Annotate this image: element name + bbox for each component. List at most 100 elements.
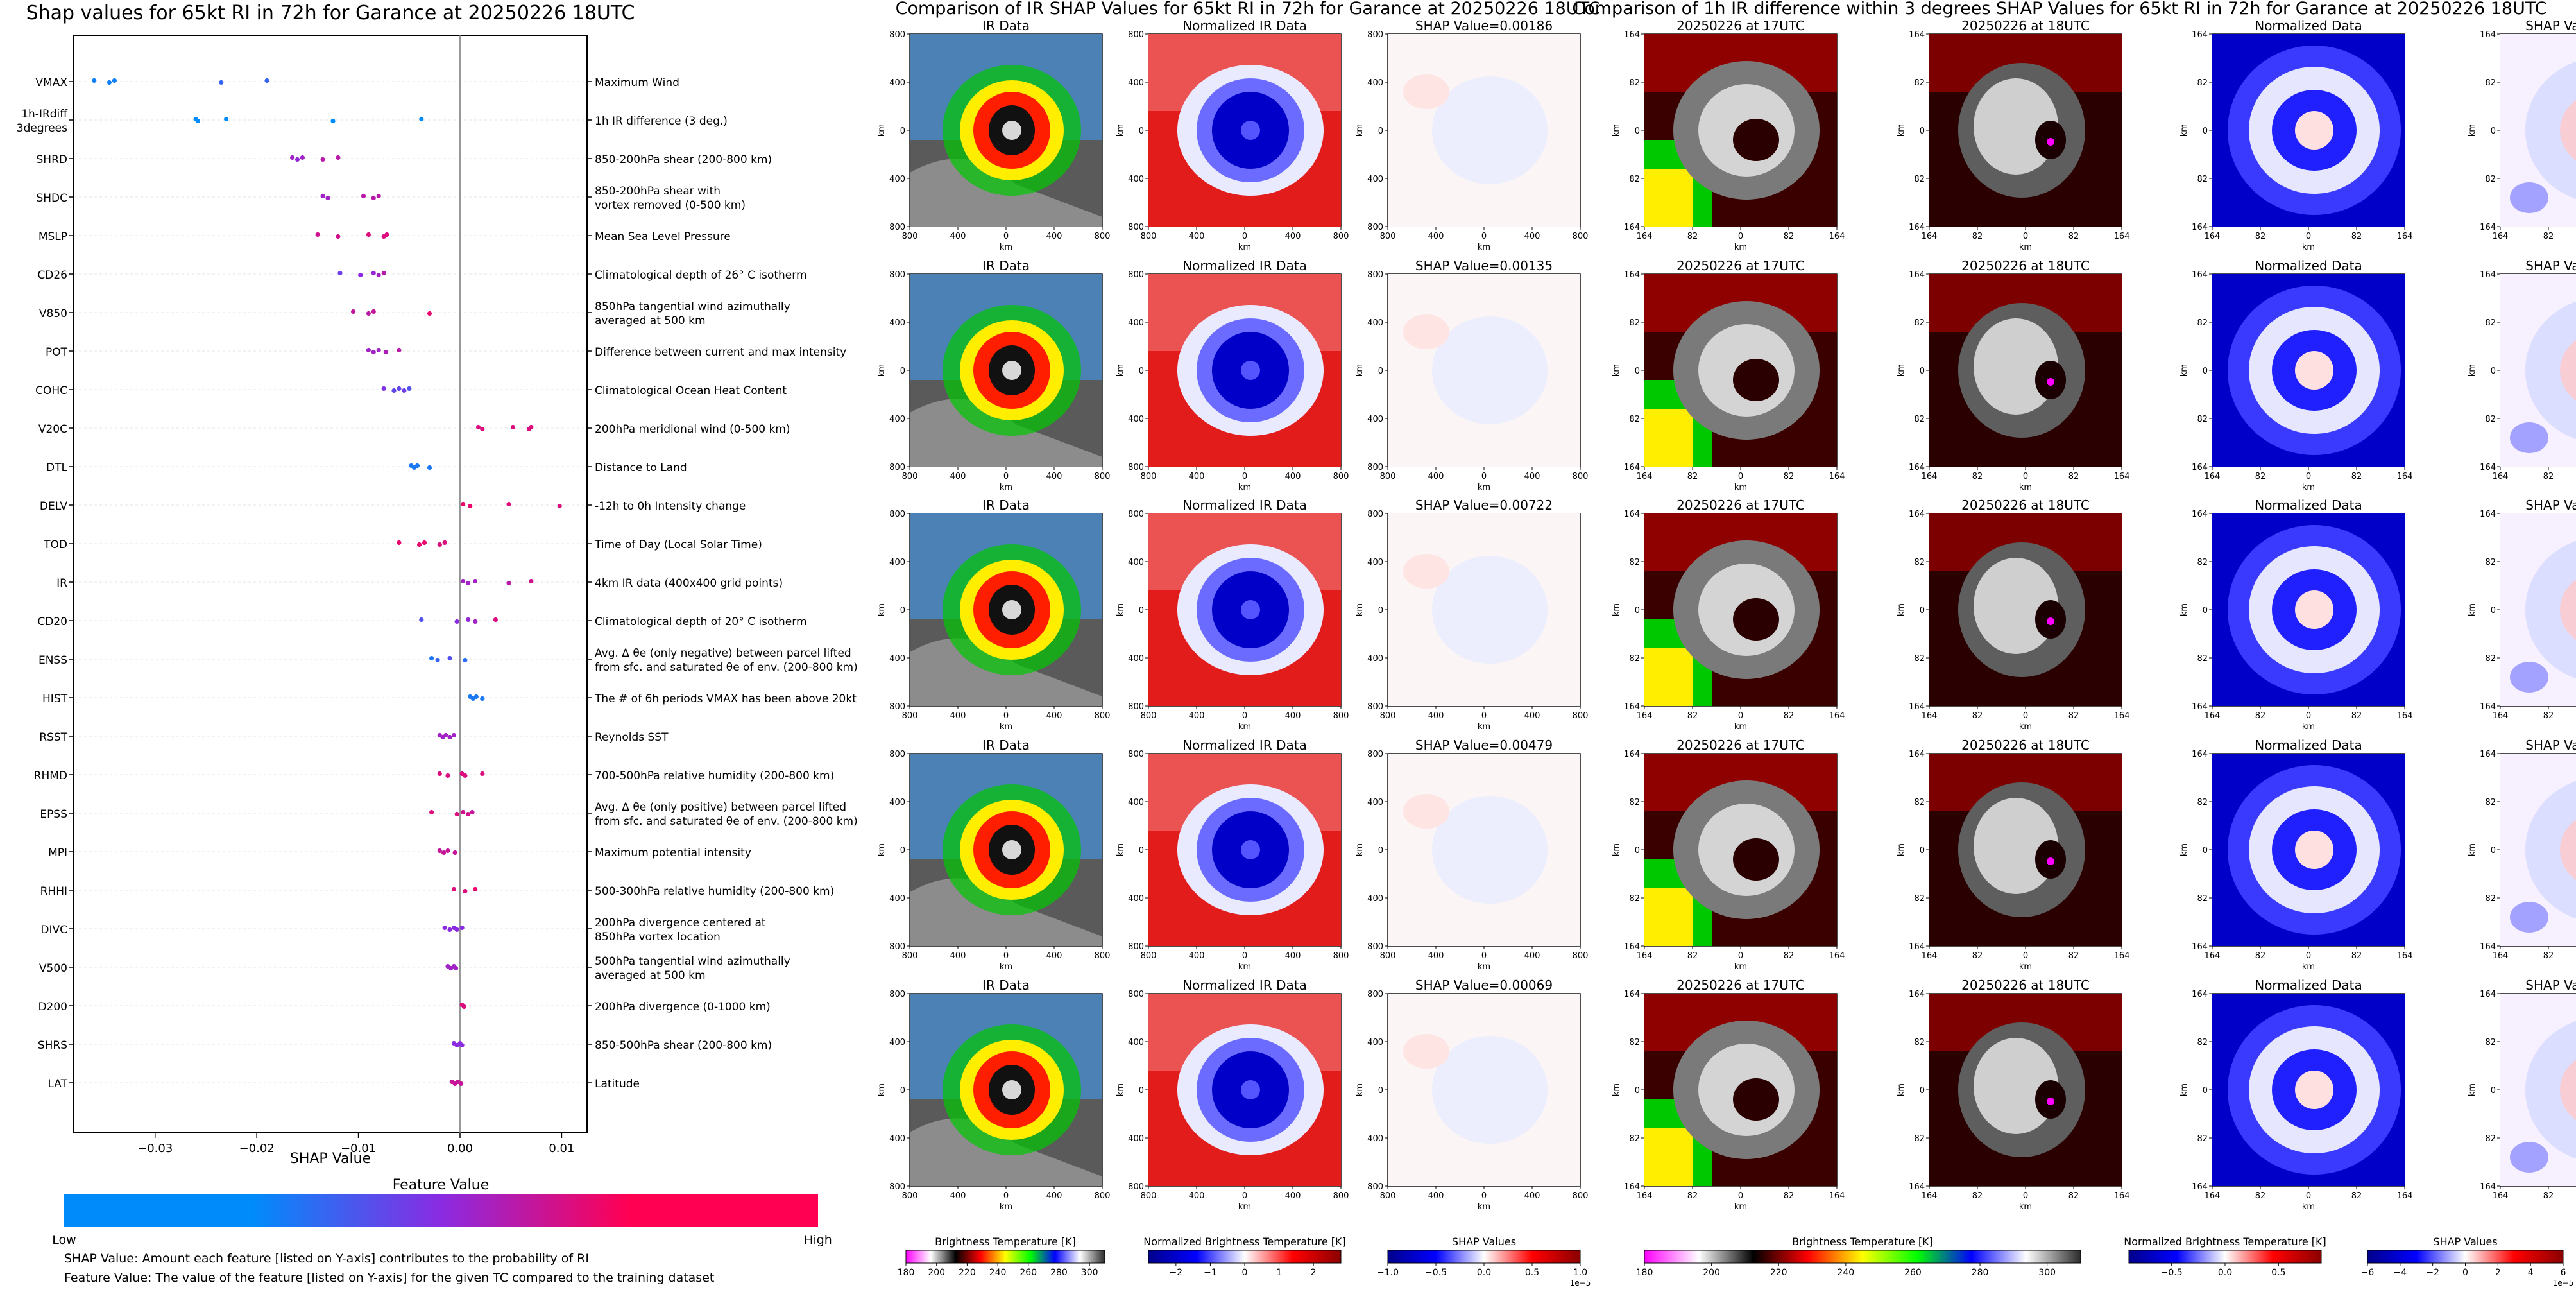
y-tick-label: 400 bbox=[1128, 654, 1144, 664]
x-tick-label: 164 bbox=[1922, 232, 1938, 241]
colorbar-label: SHAP Values bbox=[2433, 1236, 2497, 1248]
y-tick-label: 164 bbox=[1624, 942, 1640, 952]
panel-title: SHAP Value=-0.02592 bbox=[2525, 258, 2576, 273]
y-tick-label: 400 bbox=[1367, 415, 1383, 424]
shap-point bbox=[384, 232, 389, 237]
y-tick-label: 0 bbox=[900, 1086, 905, 1096]
y-tick-label: 82 bbox=[1914, 1134, 1925, 1144]
x-tick-label: 800 bbox=[1573, 472, 1589, 481]
y-tick-label: 400 bbox=[1128, 1134, 1144, 1144]
x-tick-label: 164 bbox=[1829, 472, 1845, 481]
shap-point bbox=[473, 694, 479, 700]
x-tick-label: 164 bbox=[1637, 1191, 1653, 1201]
colorbar-tick-label: 200 bbox=[928, 1268, 945, 1278]
y-tick-label: 400 bbox=[1367, 654, 1383, 664]
x-tick-label: 164 bbox=[2493, 711, 2509, 721]
shap-point bbox=[264, 78, 269, 83]
x-tick-label: 400 bbox=[1428, 472, 1444, 481]
y-tick-label: 164 bbox=[1909, 942, 1925, 952]
beeswarm-title: Shap values for 65kt RI in 72h for Garan… bbox=[26, 2, 635, 24]
panel-title: Normalized Data bbox=[2255, 737, 2362, 753]
shap-point bbox=[463, 888, 468, 894]
feature-description: -12h to 0h Intensity change bbox=[595, 500, 746, 513]
y-tick-label: 0 bbox=[1635, 126, 1640, 136]
x-tick-label: 800 bbox=[1333, 232, 1349, 241]
x-axis-label: km bbox=[1238, 722, 1251, 732]
y-tick-label: 164 bbox=[2480, 990, 2496, 999]
x-axis-label: km bbox=[1238, 483, 1251, 492]
shap-point bbox=[107, 80, 112, 85]
y-tick-label: 0 bbox=[2203, 126, 2208, 136]
x-tick-label: 400 bbox=[1046, 951, 1062, 961]
shap-point bbox=[330, 118, 336, 124]
x-axis-label: km bbox=[1000, 243, 1012, 252]
y-tick-label: 82 bbox=[2197, 415, 2208, 424]
colorbar-tick-label: 4 bbox=[2528, 1268, 2534, 1278]
y-axis-label: km bbox=[1612, 603, 1621, 616]
feature-name: V500 bbox=[39, 962, 67, 975]
x-tick-label: 0 bbox=[2306, 232, 2311, 241]
y-tick-label: 400 bbox=[889, 654, 905, 664]
beeswarm-xlabel: SHAP Value bbox=[290, 1151, 371, 1167]
x-tick-label: 164 bbox=[2493, 951, 2509, 961]
x-tick-label: 164 bbox=[1637, 232, 1653, 241]
feature-name: CD26 bbox=[37, 269, 67, 282]
x-tick-label: 82 bbox=[1687, 472, 1698, 481]
feature-name: VMAX bbox=[35, 76, 67, 89]
panel-title: Normalized IR Data bbox=[1182, 18, 1307, 33]
y-tick-label: 400 bbox=[1128, 1038, 1144, 1047]
colorbar-tick-label: 0 bbox=[2462, 1268, 2468, 1278]
ir-image bbox=[910, 513, 1102, 706]
x-tick-label: 400 bbox=[950, 951, 966, 961]
shap-point bbox=[300, 155, 305, 160]
feature-name: HIST bbox=[42, 693, 68, 705]
panel-title: IR Data bbox=[982, 737, 1030, 753]
y-axis-label: km bbox=[877, 603, 887, 616]
shap-point bbox=[371, 309, 376, 314]
x-axis-label: km bbox=[2302, 962, 2315, 972]
x-tick-label: 82 bbox=[2543, 951, 2554, 961]
colorbar-gradient bbox=[2128, 1250, 2322, 1264]
x-axis-label: km bbox=[1000, 722, 1012, 732]
x-tick-label: 800 bbox=[902, 951, 918, 961]
shap-point bbox=[437, 771, 442, 777]
x-tick-label: 164 bbox=[1829, 1191, 1845, 1201]
x-tick-label: 82 bbox=[1972, 1191, 1983, 1201]
feature-value-note: Feature Value: The value of the feature … bbox=[64, 1271, 714, 1285]
beeswarm-points bbox=[92, 78, 562, 1087]
y-axis-label: km bbox=[877, 843, 887, 856]
x-tick-label: 800 bbox=[902, 232, 918, 241]
y-tick-label: 400 bbox=[889, 78, 905, 88]
x-tick-label: 800 bbox=[902, 1191, 918, 1201]
y-tick-label: 800 bbox=[889, 990, 905, 999]
x-axis-label: km bbox=[1734, 722, 1747, 732]
x-tick-label: 164 bbox=[1922, 711, 1938, 721]
y-tick-label: 0 bbox=[1139, 1086, 1144, 1096]
diff-ir2-image bbox=[1929, 513, 2122, 706]
x-tick-label: −0.03 bbox=[137, 1142, 173, 1155]
colorbar-multiplier: 1e−5 bbox=[1570, 1279, 1591, 1288]
shap-point bbox=[473, 619, 478, 624]
colorbar: Brightness Temperature [K] 180 200 220 240 26… bbox=[898, 1236, 1105, 1278]
norm-image bbox=[1148, 34, 1341, 227]
panel-title: SHAP Value=-0.02580 bbox=[2525, 978, 2576, 993]
x-axis-label: km bbox=[1238, 1202, 1251, 1212]
x-axis-label: km bbox=[1238, 962, 1251, 972]
x-tick-label: 800 bbox=[1095, 472, 1111, 481]
shap-point bbox=[429, 655, 434, 661]
shap-point bbox=[195, 118, 200, 124]
x-tick-label: 164 bbox=[1922, 951, 1938, 961]
y-tick-label: 800 bbox=[1128, 270, 1144, 280]
shap-point bbox=[463, 657, 468, 663]
feature-description: Reynolds SST bbox=[595, 731, 669, 744]
shap-image bbox=[1388, 274, 1580, 467]
x-tick-label: 82 bbox=[2255, 232, 2266, 241]
colorbar-label: Brightness Temperature [K] bbox=[1792, 1236, 1933, 1248]
y-axis-label: km bbox=[1116, 364, 1125, 377]
colorbar: SHAP Values −1.0 −0.5 0.0 0.5 1.01e−5 bbox=[1377, 1236, 1591, 1288]
y-tick-label: 82 bbox=[2197, 318, 2208, 328]
diff-shap-image bbox=[2500, 34, 2576, 227]
